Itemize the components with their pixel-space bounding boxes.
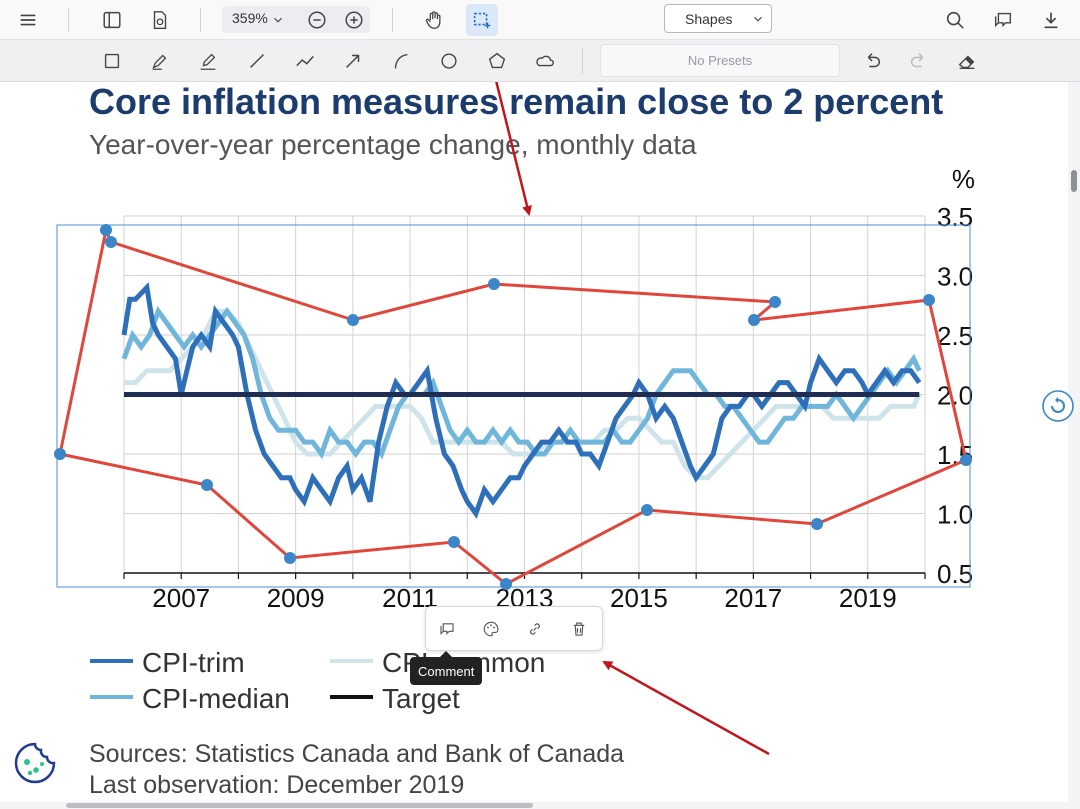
chevron-down-icon[interactable]: [267, 5, 289, 35]
refresh-icon[interactable]: [1040, 388, 1076, 424]
polygon-icon[interactable]: [482, 46, 512, 76]
x-tick-label: 2007: [152, 583, 210, 613]
vertex-handle[interactable]: [960, 454, 972, 466]
vertex-handle[interactable]: [105, 236, 117, 248]
shapes-dropdown-label: Shapes: [685, 11, 733, 27]
chart-last-observation: Last observation: December 2019: [89, 771, 464, 799]
x-tick-label: 2009: [267, 583, 325, 613]
vertex-handle[interactable]: [748, 314, 760, 326]
palette-icon[interactable]: [479, 617, 503, 641]
document-settings-icon[interactable]: [145, 5, 175, 35]
redo-icon[interactable]: [904, 46, 934, 76]
vertex-handle[interactable]: [769, 296, 781, 308]
y-axis-unit: %: [952, 164, 975, 194]
rectangle-icon[interactable]: [97, 46, 127, 76]
pen-icon[interactable]: [145, 46, 175, 76]
vertex-handle[interactable]: [811, 518, 823, 530]
vertex-handle[interactable]: [923, 294, 935, 306]
vertex-handle[interactable]: [201, 479, 213, 491]
y-tick-label: 3.0: [937, 262, 973, 292]
chart-subtitle: Year-over-year percentage change, monthl…: [89, 129, 697, 160]
area-select-icon[interactable]: [466, 4, 498, 36]
arrow-icon[interactable]: [338, 46, 368, 76]
highlighter-icon[interactable]: [193, 46, 223, 76]
vertex-handle[interactable]: [448, 536, 460, 548]
comment-tooltip: Comment: [410, 657, 483, 685]
x-tick-label: 2019: [839, 583, 897, 613]
y-tick-label: 2.5: [937, 321, 973, 351]
zoom-in-icon[interactable]: [339, 5, 369, 35]
comment-icon[interactable]: [435, 617, 459, 641]
presets-field[interactable]: No Presets: [600, 44, 840, 77]
vertex-handle[interactable]: [54, 448, 66, 460]
arrow-annotation[interactable]: [487, 82, 532, 216]
series-line-cpi-median: [121, 305, 922, 460]
toolbar-divider: [582, 48, 583, 74]
legend-label-target: Target: [382, 683, 460, 714]
vertex-handle[interactable]: [347, 314, 359, 326]
cloud-icon[interactable]: [530, 46, 560, 76]
vertex-handle[interactable]: [500, 578, 512, 590]
vertex-handle[interactable]: [100, 224, 112, 236]
x-tick-label: 2015: [610, 583, 668, 613]
search-icon[interactable]: [940, 5, 970, 35]
tooltip-pointer: [440, 651, 452, 657]
comments-icon[interactable]: [988, 5, 1018, 35]
download-icon[interactable]: [1036, 5, 1066, 35]
toolbar-divider: [68, 8, 69, 32]
document-viewport[interactable]: Core inflation measures remain close to …: [0, 82, 1068, 802]
sidebar-toggle-icon[interactable]: [97, 5, 127, 35]
horizontal-scrollbar[interactable]: [0, 802, 1080, 809]
arc-icon[interactable]: [386, 46, 416, 76]
eraser-icon[interactable]: [952, 46, 982, 76]
undo-icon[interactable]: [857, 46, 887, 76]
line-icon[interactable]: [242, 46, 272, 76]
vertical-scrollbar[interactable]: [1068, 82, 1080, 802]
series-line-cpi-trim: [121, 282, 922, 519]
chart-source: Sources: Statistics Canada and Bank of C…: [89, 740, 624, 768]
polygon-annotation[interactable]: [58, 224, 968, 586]
trash-icon[interactable]: [567, 617, 591, 641]
zoom-out-icon[interactable]: [302, 5, 332, 35]
annotation-toolbar: No Presets: [0, 40, 1080, 82]
y-tick-label: 2.0: [937, 381, 973, 411]
vertex-handle[interactable]: [488, 278, 500, 290]
y-tick-label: 3.5: [937, 202, 973, 232]
scroll-thumb[interactable]: [1071, 170, 1077, 192]
legend-label-cpi-median: CPI-median: [142, 683, 290, 714]
annotation-selection-box[interactable]: [56, 224, 971, 588]
chart-title: Core inflation measures remain close to …: [89, 82, 943, 122]
toolbar-divider: [392, 8, 393, 32]
y-tick-label: 1.0: [937, 500, 973, 530]
legend-label-cpi-trim: CPI-trim: [142, 647, 245, 678]
arrow-annotation[interactable]: [602, 660, 770, 756]
zoom-control: [222, 6, 370, 33]
main-toolbar: 359% Shapes: [0, 0, 1080, 40]
vertex-handle[interactable]: [641, 504, 653, 516]
y-tick-label: 0.5: [937, 559, 973, 589]
cookie-icon[interactable]: [12, 740, 58, 786]
ellipse-icon[interactable]: [434, 46, 464, 76]
vertex-handle[interactable]: [284, 552, 296, 564]
annotation-popup: [425, 606, 603, 651]
toolbar-divider: [200, 8, 201, 32]
scroll-thumb[interactable]: [66, 803, 533, 808]
chart-series: [121, 282, 922, 519]
zoom-value[interactable]: 359%: [232, 10, 268, 26]
menu-icon[interactable]: [13, 5, 43, 35]
series-line-cpi-common: [124, 308, 922, 481]
polygon-vertex-handles[interactable]: [54, 224, 972, 590]
link-icon[interactable]: [523, 617, 547, 641]
shapes-dropdown[interactable]: Shapes: [664, 4, 772, 33]
chart-figure: Core inflation measures remain close to …: [54, 82, 975, 799]
polyline-icon[interactable]: [290, 46, 320, 76]
chevron-down-icon: [754, 16, 762, 22]
x-tick-label: 2017: [724, 583, 782, 613]
pan-hand-icon[interactable]: [419, 5, 449, 35]
